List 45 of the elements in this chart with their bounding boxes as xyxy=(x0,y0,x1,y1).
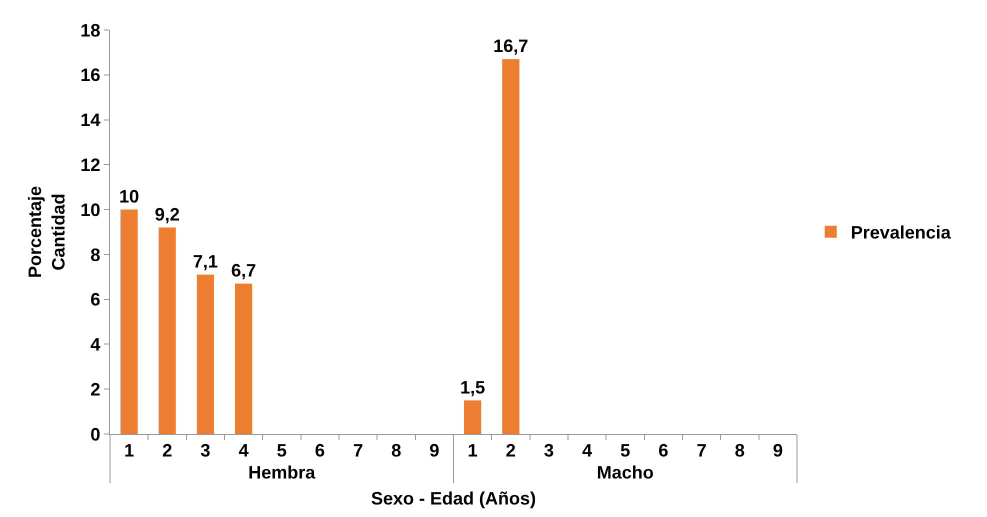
y-tick-label: 8 xyxy=(90,244,100,265)
data-label: 9,2 xyxy=(154,204,180,225)
x-tick-label: 3 xyxy=(544,440,554,461)
y-axis-title: Porcentaje Cantidad xyxy=(25,186,69,278)
x-tick-label: 1 xyxy=(124,440,134,461)
legend-label: Prevalencia xyxy=(850,222,952,243)
data-label: 6,7 xyxy=(231,260,256,281)
x-tick-label: 8 xyxy=(734,440,745,461)
text: Macho xyxy=(596,462,654,483)
x-tick-label: 5 xyxy=(620,440,630,461)
y-tick-label: 4 xyxy=(90,334,100,355)
y-tick-label: 6 xyxy=(90,290,100,310)
y-tick-label: 16 xyxy=(80,65,100,86)
bar xyxy=(502,59,520,434)
x-tick-label: 4 xyxy=(238,440,249,461)
bar xyxy=(196,274,214,434)
bar xyxy=(464,400,482,434)
y-tick-label: 2 xyxy=(90,379,100,400)
x-tick-label: 9 xyxy=(772,440,783,461)
x-tick-label: 4 xyxy=(582,440,592,461)
data-label: 1,5 xyxy=(460,377,486,398)
x-tick-label: 8 xyxy=(391,440,402,461)
y-tick-label: 10 xyxy=(80,200,100,220)
x-tick-label: 2 xyxy=(506,440,516,461)
x-tick-label: 6 xyxy=(658,440,668,461)
y-tick-label: 0 xyxy=(90,424,100,444)
data-label: 10 xyxy=(119,186,140,207)
text: Hembra xyxy=(248,462,316,483)
bar xyxy=(120,210,138,434)
x-tick-label: 2 xyxy=(162,440,172,461)
x-tick-label: 5 xyxy=(276,440,287,461)
x-axis-title: Sexo - Edad (Años) xyxy=(370,488,536,509)
x-tick-label: 7 xyxy=(696,440,707,461)
bar xyxy=(235,284,252,434)
x-tick-label: 9 xyxy=(429,440,440,461)
x-tick-label: 7 xyxy=(353,440,364,461)
y-tick-label: 12 xyxy=(80,154,100,175)
x-tick-label: 3 xyxy=(200,440,210,461)
data-label: 7,1 xyxy=(192,252,218,272)
bar xyxy=(158,228,176,434)
y-tick-label: 18 xyxy=(80,20,100,40)
x-tick-label: 6 xyxy=(314,440,325,461)
y-tick-label: 14 xyxy=(80,110,100,130)
x-tick-label: 1 xyxy=(468,440,478,461)
data-label: 16,7 xyxy=(493,36,528,56)
